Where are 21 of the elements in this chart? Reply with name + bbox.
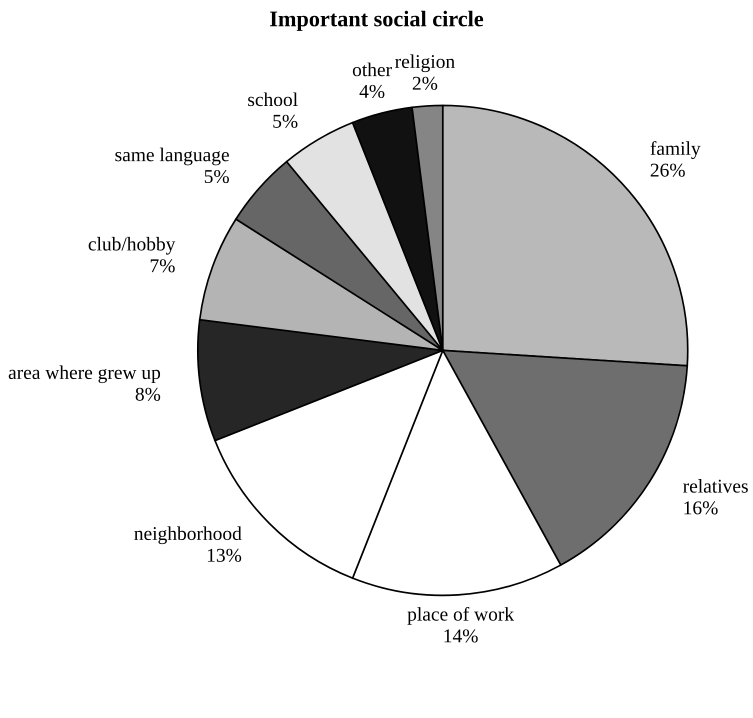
slice-label: same language [115, 148, 229, 166]
data-label: 8% [136, 388, 160, 401]
data-label: 16% [684, 501, 718, 514]
data-label: 2% [412, 76, 438, 90]
data-label: 26% [650, 164, 685, 177]
data-label: 14% [444, 629, 478, 643]
slice-label: club/hobby [88, 236, 176, 255]
slice-label: place of work [407, 606, 514, 625]
data-label: 4% [360, 84, 384, 98]
slice-label: religion [395, 54, 455, 72]
slice-label: family [650, 141, 701, 159]
slice-label: neighborhood [134, 526, 242, 544]
slice-label: other [352, 62, 392, 76]
chart-title: Important social circle [270, 10, 484, 31]
slice-label: area where grew up [8, 365, 160, 384]
data-label: 5% [204, 170, 229, 184]
data-label: 5% [273, 114, 298, 128]
slice-label: relatives [683, 479, 748, 493]
data-label: 7% [150, 259, 175, 272]
slice-label: school [248, 92, 298, 106]
data-label: 13% [208, 548, 242, 562]
